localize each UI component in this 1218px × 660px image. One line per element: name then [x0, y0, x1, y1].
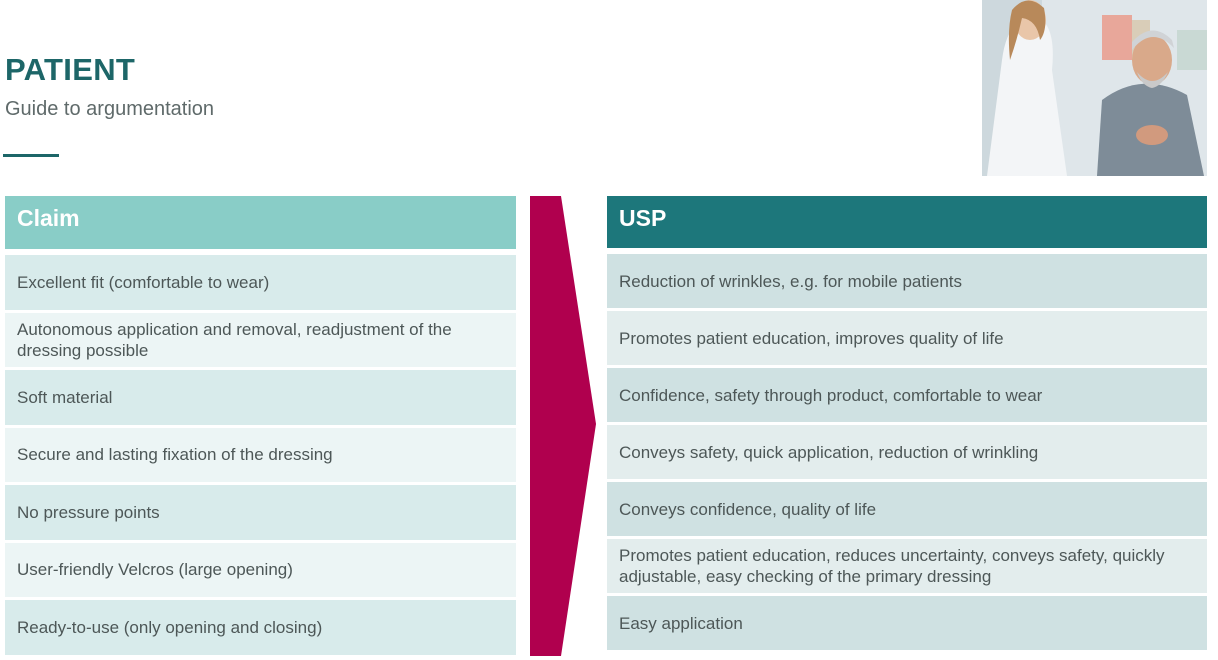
usp-item: Promotes patient education, improves qua…	[607, 311, 1207, 365]
usp-item: Promotes patient education, reduces unce…	[607, 539, 1207, 593]
title-underline	[3, 154, 59, 157]
claim-item: Soft material	[5, 370, 516, 425]
arrow-chevron-icon	[530, 196, 596, 656]
usp-list: Reduction of wrinkles, e.g. for mobile p…	[607, 254, 1207, 650]
claim-item: No pressure points	[5, 485, 516, 540]
claim-item: Autonomous application and removal, read…	[5, 312, 516, 367]
usp-item: Conveys safety, quick application, reduc…	[607, 425, 1207, 479]
usp-item: Reduction of wrinkles, e.g. for mobile p…	[607, 254, 1207, 308]
page-subtitle: Guide to argumentation	[5, 98, 215, 120]
usp-item: Easy application	[607, 596, 1207, 650]
claim-item: Secure and lasting fixation of the dress…	[5, 427, 516, 482]
page-title: PATIENT	[5, 52, 136, 87]
claim-list: Excellent fit (comfortable to wear) Auto…	[5, 255, 516, 655]
doctor-patient-photo	[982, 0, 1207, 176]
usp-item: Confidence, safety through product, comf…	[607, 368, 1207, 422]
claim-item: User-friendly Velcros (large opening)	[5, 542, 516, 597]
claim-item: Excellent fit (comfortable to wear)	[5, 255, 516, 310]
usp-column: USP Reduction of wrinkles, e.g. for mobi…	[607, 196, 1207, 653]
usp-item: Conveys confidence, quality of life	[607, 482, 1207, 536]
claim-column: Claim Excellent fit (comfortable to wear…	[5, 196, 516, 658]
claim-header: Claim	[5, 196, 516, 249]
usp-header: USP	[607, 196, 1207, 248]
claim-item: Ready-to-use (only opening and closing)	[5, 600, 516, 655]
